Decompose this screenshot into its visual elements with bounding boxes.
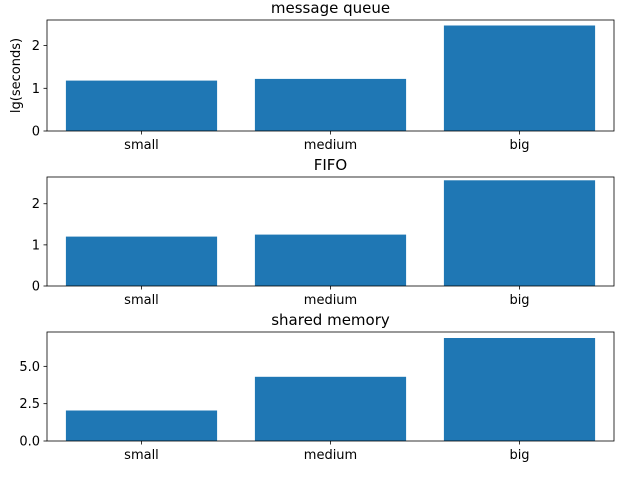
bar-medium — [254, 376, 407, 441]
bar-big — [443, 25, 596, 131]
x-tick-label: small — [124, 448, 159, 463]
bar-small — [65, 80, 218, 131]
y-tick-label: 1 — [32, 82, 40, 97]
bar-small — [65, 410, 218, 441]
x-tick-label: medium — [304, 138, 357, 153]
y-tick-label: 0 — [32, 280, 40, 295]
x-tick-label: big — [509, 293, 529, 308]
y-tick-label: 5.0 — [19, 360, 40, 375]
chart-title: message queue — [271, 0, 390, 17]
bar-medium — [254, 234, 407, 286]
y-tick-label: 2 — [32, 197, 40, 212]
y-tick-label: 0 — [32, 125, 40, 140]
x-tick-label: small — [124, 293, 159, 308]
chart-panel-2: small medium big 0 1 2 FIFO — [32, 156, 615, 308]
bar-small — [65, 236, 218, 286]
y-axis-label: lg(seconds) — [9, 38, 24, 113]
x-tick-label: medium — [304, 448, 357, 463]
x-tick-label: big — [509, 448, 529, 463]
bar-big — [443, 338, 596, 441]
chart-title: FIFO — [314, 156, 348, 174]
chart-panel-3: small medium big 0.0 2.5 5.0 shared memory — [19, 311, 615, 463]
chart-panel-1: small medium big 0 1 2 message queue lg(seconds… — [9, 0, 615, 153]
y-tick-label: 1 — [32, 238, 40, 253]
bar-medium — [254, 78, 407, 131]
y-tick-label: 2.5 — [19, 397, 40, 412]
x-tick-label: small — [124, 138, 159, 153]
bar-big — [443, 180, 596, 286]
x-tick-label: medium — [304, 293, 357, 308]
x-tick-label: big — [509, 138, 529, 153]
y-tick-label: 2 — [32, 39, 40, 54]
y-tick-label: 0.0 — [19, 435, 40, 450]
chart-title: shared memory — [271, 311, 390, 329]
